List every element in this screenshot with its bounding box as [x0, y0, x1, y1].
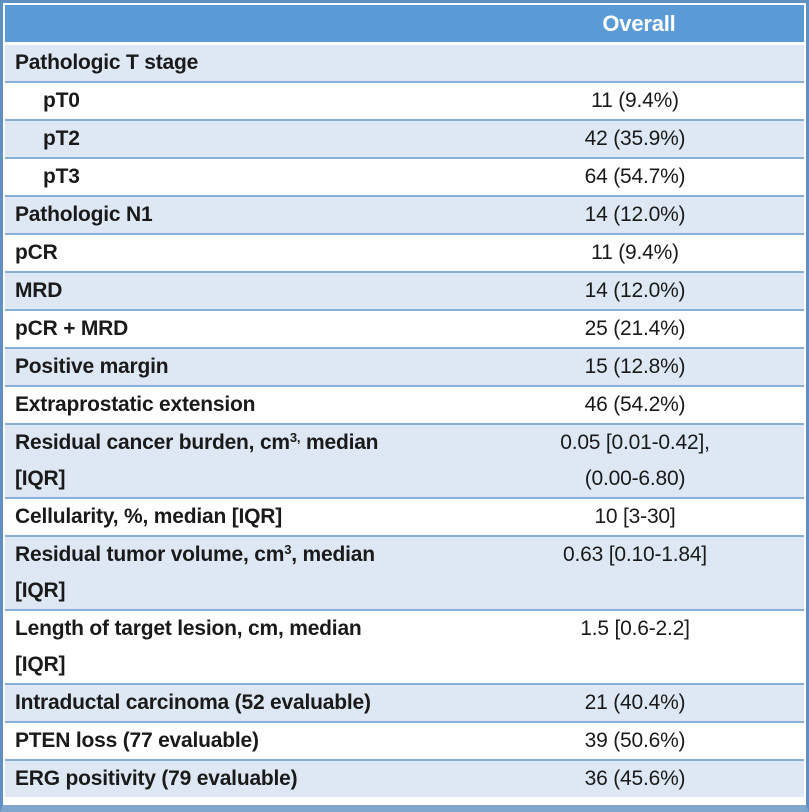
table-row: Residual cancer burden, cm3, median [IQR]… — [5, 423, 804, 497]
row-value: 14 (12.0%) — [584, 279, 686, 302]
row-label: Pathologic N1 — [15, 203, 153, 226]
header-spacer — [5, 5, 474, 42]
row-value: 42 (35.9%) — [584, 127, 686, 150]
table-row: Cellularity, %, median [IQR] 10 [3-30] — [5, 497, 804, 535]
table-row: ERG positivity (79 evaluable) 36 (45.6%) — [5, 759, 804, 797]
row-value: 10 [3-30] — [594, 505, 676, 528]
row-label: Intraductal carcinoma (52 evaluable) — [15, 691, 371, 714]
row-label: Residual cancer burden, cm3, median [IQR] — [15, 430, 379, 490]
row-value: 0.63 [0.10-1.84] — [563, 543, 707, 566]
row-value: 11 (9.4%) — [591, 241, 679, 264]
table-row: pT0 11 (9.4%) — [5, 81, 804, 119]
row-value: 25 (21.4%) — [584, 317, 686, 340]
row-label: Length of target lesion, cm, median [IQR] — [15, 617, 362, 676]
table-header-row: Overall — [5, 5, 804, 42]
table-row: Length of target lesion, cm, median [IQR]… — [5, 609, 804, 683]
table-row: pT3 64 (54.7%) — [5, 157, 804, 195]
row-label: MRD — [15, 279, 63, 302]
row-value: 36 (45.6%) — [584, 767, 686, 790]
table-inner: Overall Pathologic T stage pT0 11 (9.4%)… — [5, 5, 804, 797]
column-header-overall: Overall — [602, 11, 676, 36]
row-label: Residual tumor volume, cm3, median [IQR] — [15, 542, 375, 602]
table-row: pCR 11 (9.4%) — [5, 233, 804, 271]
row-label: Extraprostatic extension — [15, 393, 256, 416]
table-row: Positive margin 15 (12.8%) — [5, 347, 804, 385]
table-rows: Pathologic T stage pT0 11 (9.4%) pT2 42 … — [5, 42, 804, 797]
row-value: 11 (9.4%) — [591, 89, 679, 112]
row-value: 0.05 [0.01-0.42], (0.00-6.80) — [560, 431, 710, 490]
table-row: Pathologic N1 14 (12.0%) — [5, 195, 804, 233]
row-value: 46 (54.2%) — [584, 393, 686, 416]
row-label: pCR + MRD — [15, 317, 129, 340]
row-label: pT2 — [43, 127, 80, 150]
row-value: 14 (12.0%) — [584, 203, 686, 226]
row-label: Pathologic T stage — [15, 51, 199, 74]
row-value: 1.5 [0.6-2.2] — [580, 617, 690, 640]
row-value: 15 (12.8%) — [584, 355, 686, 378]
table-row: Pathologic T stage — [5, 42, 804, 81]
row-label: Cellularity, %, median [IQR] — [15, 505, 283, 528]
row-label: pT0 — [43, 89, 80, 112]
row-label: pCR — [15, 241, 58, 264]
row-label: ERG positivity (79 evaluable) — [15, 767, 298, 790]
table-row: pT2 42 (35.9%) — [5, 119, 804, 157]
row-label: Positive margin — [15, 355, 169, 378]
table-row: pCR + MRD 25 (21.4%) — [5, 309, 804, 347]
row-value: 21 (40.4%) — [584, 691, 686, 714]
table-row: Extraprostatic extension 46 (54.2%) — [5, 385, 804, 423]
table-row: MRD 14 (12.0%) — [5, 271, 804, 309]
row-label: pT3 — [43, 165, 80, 188]
table-row: PTEN loss (77 evaluable) 39 (50.6%) — [5, 721, 804, 759]
table-row: Residual tumor volume, cm3, median [IQR] … — [5, 535, 804, 609]
row-value — [470, 45, 804, 81]
row-value: 39 (50.6%) — [584, 729, 686, 752]
table-row: Intraductal carcinoma (52 evaluable) 21 … — [5, 683, 804, 721]
row-value: 64 (54.7%) — [584, 165, 686, 188]
row-label: PTEN loss (77 evaluable) — [15, 729, 259, 752]
